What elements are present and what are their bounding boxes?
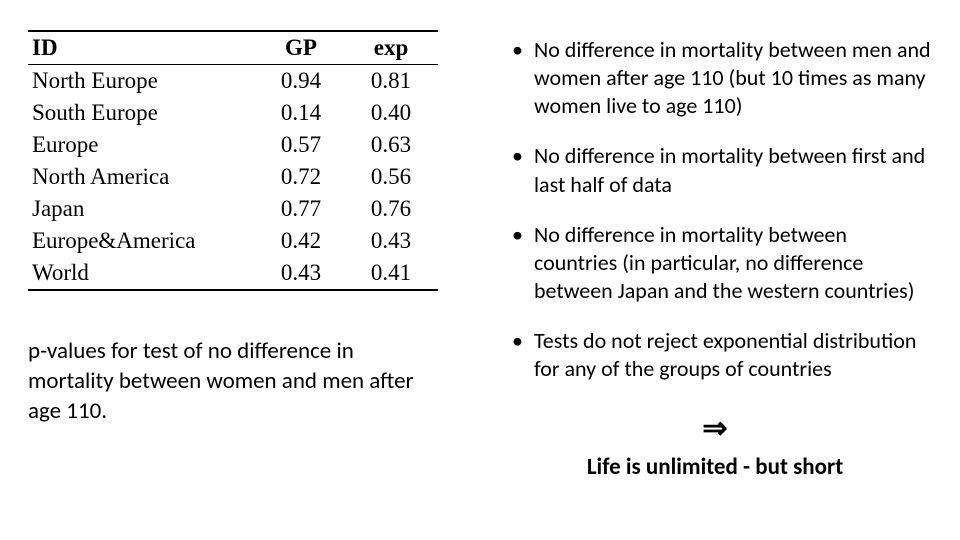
cell-gp: 0.72 <box>258 161 348 193</box>
cell-gp: 0.43 <box>258 257 348 290</box>
cell-id: North Europe <box>28 65 258 98</box>
cell-exp: 0.40 <box>348 97 438 129</box>
col-header-id: ID <box>28 31 258 65</box>
cell-gp: 0.94 <box>258 65 348 98</box>
table-row: Japan 0.77 0.76 <box>28 193 438 225</box>
col-header-gp: GP <box>258 31 348 65</box>
cell-id: Europe <box>28 129 258 161</box>
table-caption: p-values for test of no difference in mo… <box>28 337 468 427</box>
pvalue-table: ID GP exp North Europe 0.94 0.81 South E… <box>28 30 438 291</box>
left-column: ID GP exp North Europe 0.94 0.81 South E… <box>28 30 468 520</box>
cell-gp: 0.57 <box>258 129 348 161</box>
bullet-list: No difference in mortality between men a… <box>498 36 932 406</box>
cell-gp: 0.14 <box>258 97 348 129</box>
bullet-item: Tests do not reject exponential distribu… <box>512 327 932 383</box>
cell-exp: 0.41 <box>348 257 438 290</box>
cell-id: North America <box>28 161 258 193</box>
table-row: South Europe 0.14 0.40 <box>28 97 438 129</box>
cell-id: Europe&America <box>28 225 258 257</box>
cell-gp: 0.42 <box>258 225 348 257</box>
cell-id: World <box>28 257 258 290</box>
bullet-item: No difference in mortality between men a… <box>512 36 932 120</box>
table-row: Europe 0.57 0.63 <box>28 129 438 161</box>
table-row: World 0.43 0.41 <box>28 257 438 290</box>
bullet-item: No difference in mortality between first… <box>512 142 932 198</box>
cell-exp: 0.76 <box>348 193 438 225</box>
table-row: North Europe 0.94 0.81 <box>28 65 438 98</box>
cell-exp: 0.81 <box>348 65 438 98</box>
cell-exp: 0.56 <box>348 161 438 193</box>
table-row: Europe&America 0.42 0.43 <box>28 225 438 257</box>
right-column: No difference in mortality between men a… <box>498 30 932 520</box>
cell-id: Japan <box>28 193 258 225</box>
conclusion-text: Life is unlimited - but short <box>498 453 932 481</box>
col-header-exp: exp <box>348 31 438 65</box>
table-row: North America 0.72 0.56 <box>28 161 438 193</box>
cell-gp: 0.77 <box>258 193 348 225</box>
cell-exp: 0.43 <box>348 225 438 257</box>
implies-arrow-icon: ⇒ <box>498 410 932 447</box>
cell-id: South Europe <box>28 97 258 129</box>
cell-exp: 0.63 <box>348 129 438 161</box>
bullet-item: No difference in mortality between count… <box>512 221 932 305</box>
